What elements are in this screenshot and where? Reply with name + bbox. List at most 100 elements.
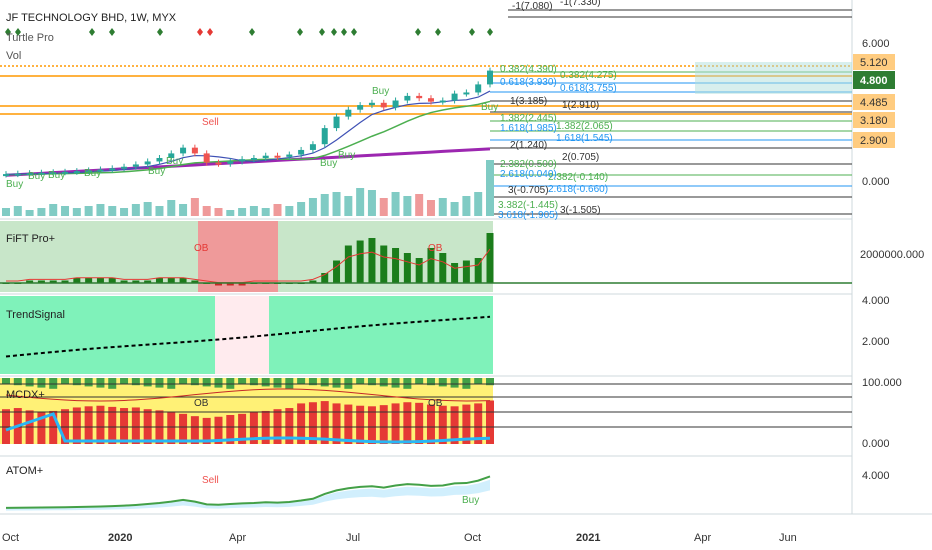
svg-text:0.618(3.755): 0.618(3.755) <box>560 83 617 94</box>
candle-body <box>109 168 116 171</box>
fift-bar <box>26 280 34 283</box>
candle-body <box>62 171 69 174</box>
mcdx-green-bar <box>297 378 306 384</box>
candle-body <box>427 98 434 102</box>
signal-diamond <box>435 28 441 36</box>
fift-bar <box>321 273 329 283</box>
mcdx-red-bar <box>285 408 294 444</box>
price-badge-5120 <box>853 54 895 70</box>
turtle-title: Turtle Pro <box>6 32 54 44</box>
fift-bar <box>333 260 341 283</box>
fib-labels: -1(7.080) -1(7.330) 0.382(4.390) 0.382(4… <box>498 0 617 221</box>
mcdx-green-bar <box>49 378 58 389</box>
mcdx-green-bar <box>367 378 376 386</box>
signal-diamond <box>487 28 493 36</box>
mcdx-green-bar <box>486 378 494 386</box>
volume-bar <box>202 206 211 216</box>
fib-lines-colored <box>490 71 852 187</box>
fift-bar <box>427 248 435 283</box>
last-price-label: 4.800 <box>860 75 888 87</box>
fift-bar <box>191 280 199 283</box>
volume-bar <box>37 208 46 216</box>
volume-bar <box>391 192 400 216</box>
signal-buy: Buy <box>338 150 355 161</box>
fift-bar <box>37 280 45 283</box>
mcdx-red-bar <box>332 403 341 444</box>
volume-bars <box>2 160 494 216</box>
ma-green-line <box>5 100 491 176</box>
candle-body <box>357 105 364 110</box>
candle-body <box>26 173 33 176</box>
volume-bar <box>61 206 70 216</box>
candle-body <box>321 128 328 145</box>
axis-tick: 100.000 <box>862 377 902 389</box>
mcdx-green-bar <box>238 378 247 384</box>
svg-text:3(-1.505): 3(-1.505) <box>560 205 601 216</box>
svg-text:0.618(3.930): 0.618(3.930) <box>500 77 557 88</box>
time-tick: Jul <box>346 532 360 544</box>
fift-bar <box>61 280 69 283</box>
svg-text:-1(7.080): -1(7.080) <box>512 1 553 12</box>
signal-buy: Buy <box>84 168 101 179</box>
fift-bar <box>108 278 116 283</box>
mcdx-green-bar <box>25 378 34 387</box>
mcdx-red-bar <box>426 404 435 444</box>
volume-bar <box>179 204 188 216</box>
mcdx-green-bar <box>190 378 199 386</box>
volume-bar <box>426 200 435 216</box>
fift-bar <box>368 238 376 283</box>
signal-buy: Buy <box>28 171 45 182</box>
mcdx-red-bar <box>379 405 388 444</box>
fift-bar <box>96 278 104 283</box>
candle-body <box>14 173 21 176</box>
mcdx-red-bar <box>403 402 412 444</box>
time-axis: Oct 2020 Apr Jul Oct 2021 Apr Jun <box>2 532 797 544</box>
mcdx-green-bar <box>285 378 294 389</box>
volume-bar <box>379 198 388 216</box>
mcdx-green-bar <box>249 378 258 386</box>
signal-diamond <box>249 28 255 36</box>
signal-diamond <box>341 28 347 36</box>
fib-zone-box <box>695 62 852 94</box>
mcdx-red-bar <box>131 407 140 444</box>
fift-ob-label: OB <box>428 243 443 254</box>
volume-bar <box>332 192 341 216</box>
candle-body <box>416 95 423 99</box>
mcdx-red-line <box>5 388 491 402</box>
candle-body <box>451 93 458 101</box>
mcdx-green-bar <box>13 378 22 386</box>
fift-ob-label: OB <box>194 243 209 254</box>
signal-diamonds <box>5 28 493 36</box>
mcdx-green-bar <box>450 378 459 388</box>
mcdx-green-bar <box>462 378 471 389</box>
price-label: 4.485 <box>860 97 888 109</box>
fift-bar <box>439 253 447 283</box>
volume-bar <box>308 198 317 216</box>
trend-title: TrendSignal <box>6 309 65 321</box>
fift-line <box>6 248 491 284</box>
candle-body <box>203 153 210 163</box>
volume-bar <box>2 208 10 216</box>
mcdx-green-bar <box>426 378 435 386</box>
mcdx-red-bar <box>344 404 353 444</box>
volume-bar <box>190 198 199 216</box>
mcdx-green-bar <box>261 378 270 387</box>
signal-buy: Buy <box>372 86 389 97</box>
signal-diamond <box>207 28 213 36</box>
candle-body <box>286 154 293 157</box>
mcdx-green-bar <box>131 378 140 386</box>
fift-bar <box>49 280 57 283</box>
fift-bar <box>155 278 163 283</box>
price-label: 5.120 <box>860 57 888 69</box>
fift-bar <box>132 280 140 283</box>
volume-bar <box>462 196 471 216</box>
mcdx-red-bar <box>297 403 306 444</box>
volume-bar <box>155 206 164 216</box>
svg-text:3.618(-1.905): 3.618(-1.905) <box>498 210 558 221</box>
volume-bar <box>13 206 22 216</box>
candle-body <box>475 84 482 93</box>
last-price-badge <box>853 71 895 89</box>
symbol-title: JF TECHNOLOGY BHD, 1W, MYX <box>6 12 177 24</box>
signal-diamond <box>331 28 337 36</box>
